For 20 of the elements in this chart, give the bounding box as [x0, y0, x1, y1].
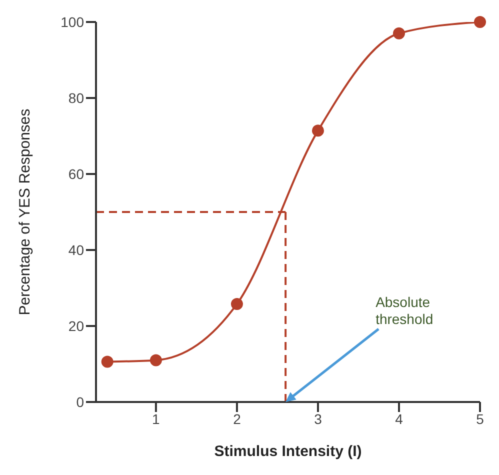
y-tick-label: 40	[68, 242, 84, 258]
point	[312, 124, 324, 137]
point	[101, 356, 114, 368]
x-tick-label: 2	[233, 410, 242, 427]
point	[474, 16, 486, 28]
y-tick-label: 100	[60, 14, 84, 30]
x-tick-label: 5	[476, 410, 484, 427]
y-tick-label: 80	[68, 90, 84, 106]
annotation: Absolute threshold	[376, 294, 434, 327]
y-axis-title: Percentage of YES Responses	[16, 108, 34, 316]
y-tick-label: 60	[68, 166, 84, 182]
point	[230, 298, 243, 310]
x-tick-label: 1	[152, 410, 160, 427]
point	[150, 354, 162, 366]
point	[392, 27, 405, 40]
y-tick-label: 0	[76, 394, 84, 410]
x-axis-title: Stimulus Intensity (I)	[214, 443, 362, 460]
x-tick-label: 4	[395, 410, 404, 427]
x-tick-label: 3	[314, 410, 322, 427]
y-tick-label: 20	[68, 318, 84, 334]
